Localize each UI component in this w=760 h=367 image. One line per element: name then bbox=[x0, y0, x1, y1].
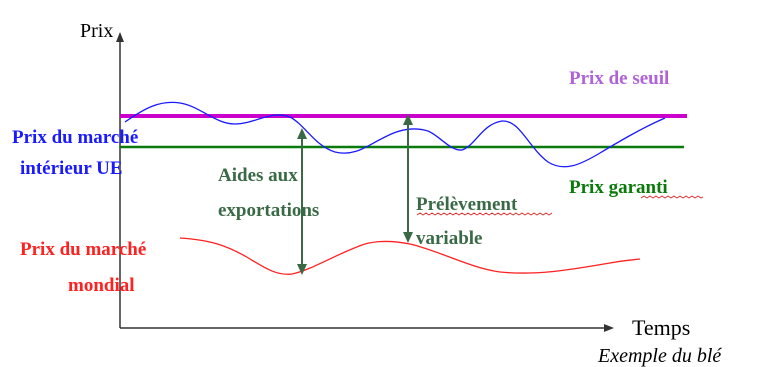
variable-levy-arrowhead-bottom bbox=[403, 232, 413, 243]
x-axis-label: Temps bbox=[632, 315, 690, 340]
variable-levy-label-line1: Prélèvement bbox=[416, 194, 518, 215]
export-aid-arrowhead-top bbox=[297, 128, 307, 139]
threshold-price-label: Prix de seuil bbox=[569, 68, 669, 89]
y-axis-arrowhead bbox=[116, 32, 124, 42]
eu-market-price-label-line2: intérieur UE bbox=[20, 158, 123, 179]
y-axis-label: Prix bbox=[80, 20, 113, 42]
export-aid-label-line2: exportations bbox=[218, 200, 319, 221]
world-market-price-label-line2: mondial bbox=[68, 275, 135, 296]
eu-market-price-label-line1: Prix du marché bbox=[12, 127, 138, 148]
world-market-price-curve bbox=[179, 237, 641, 275]
spellcheck-underline-prelevement bbox=[416, 212, 553, 216]
variable-levy-arrowhead-top bbox=[403, 114, 413, 125]
x-axis-arrowhead bbox=[604, 324, 614, 332]
world-market-price-label-line1: Prix du marché bbox=[20, 239, 146, 260]
caption: Exemple du blé bbox=[597, 345, 722, 367]
guaranteed-price-label: Prix garanti bbox=[569, 177, 668, 198]
variable-levy-label-line2: variable bbox=[416, 228, 483, 249]
export-aid-arrowhead-bottom bbox=[297, 264, 307, 275]
export-aid-label-line1: Aides aux bbox=[218, 165, 298, 186]
spellcheck-underline-garanti bbox=[640, 195, 704, 199]
eu-market-price-curve bbox=[124, 101, 666, 168]
